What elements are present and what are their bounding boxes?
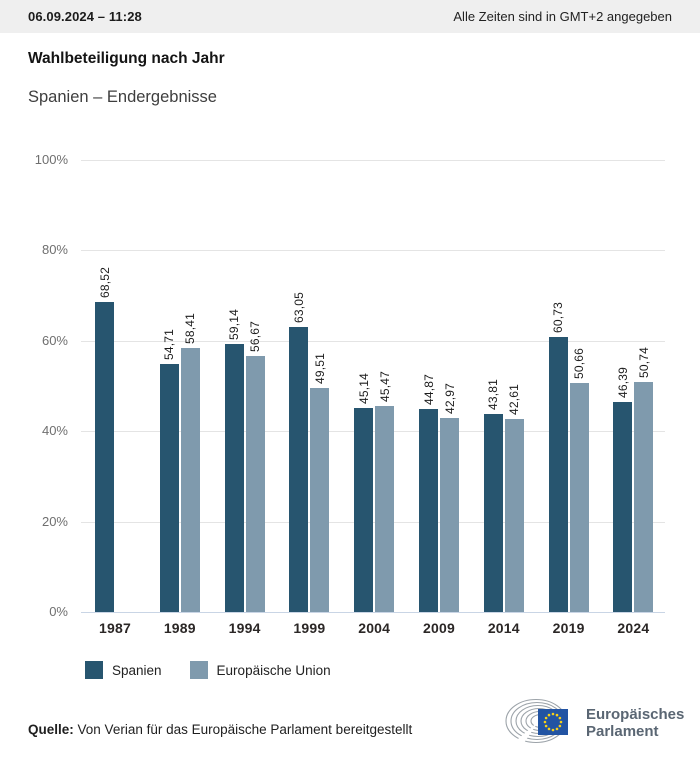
value-label-2009-0: 44,87 bbox=[421, 373, 436, 405]
value-label-1994-0: 59,14 bbox=[227, 309, 242, 341]
value-label-1989-0: 54,71 bbox=[162, 329, 177, 361]
y-axis-tick-20: 20% bbox=[41, 513, 68, 529]
value-label-1987-0: 68,52 bbox=[97, 266, 112, 298]
logo-text: Europäisches Parlament bbox=[586, 706, 684, 740]
y-axis-tick-80: 80% bbox=[41, 242, 68, 257]
value-label-2019-0: 60,73 bbox=[551, 302, 566, 334]
chart-legend: Spanien Europäische Union bbox=[85, 661, 331, 679]
value-label-1989-1: 58,41 bbox=[183, 312, 198, 344]
bar-spanien-2009[interactable] bbox=[419, 408, 438, 612]
gridline-0 bbox=[81, 612, 665, 613]
source-note: Quelle: Von Verian für das Europäische P… bbox=[28, 722, 412, 737]
bar-spanien-2004[interactable] bbox=[354, 407, 374, 612]
hemicycle-gap bbox=[505, 721, 539, 750]
value-label-2004-0: 45,14 bbox=[356, 372, 371, 404]
legend-label-spanien: Spanien bbox=[112, 662, 162, 678]
legend-label-eu: Europäische Union bbox=[216, 662, 331, 678]
value-label-2024-1: 50,74 bbox=[636, 347, 651, 379]
value-label-2019-1: 50,66 bbox=[572, 347, 587, 379]
gridline-80 bbox=[81, 250, 665, 251]
timezone-note: Alle Zeiten sind in GMT+2 angegeben bbox=[453, 9, 672, 24]
parliament-hemicycle-icon bbox=[505, 698, 568, 750]
x-axis-label-1987: 1987 bbox=[99, 620, 131, 636]
value-label-1999-0: 63,05 bbox=[291, 291, 306, 323]
bar-europ-ische-union-1989[interactable] bbox=[180, 347, 200, 612]
gridline-60 bbox=[81, 340, 665, 342]
bar-spanien-1994[interactable] bbox=[224, 344, 244, 612]
european-parliament-logo: Europäisches Parlament bbox=[505, 696, 684, 750]
value-label-2014-0: 43,81 bbox=[486, 378, 501, 410]
bar-europ-ische-union-2024[interactable] bbox=[634, 382, 654, 612]
logo-text-line2: Parlament bbox=[586, 723, 659, 740]
legend-item-spanien[interactable]: Spanien bbox=[85, 661, 162, 679]
x-axis-label-2014: 2014 bbox=[487, 620, 520, 636]
page-title: Wahlbeteiligung nach Jahr bbox=[28, 50, 225, 67]
eu-stars bbox=[543, 712, 563, 732]
gridline-100 bbox=[81, 159, 665, 161]
datetime-label: 06.09.2024 – 11:28 bbox=[28, 9, 142, 24]
x-axis-label-1989: 1989 bbox=[163, 620, 196, 636]
bar-spanien-2024[interactable] bbox=[613, 402, 633, 612]
bar-europ-ische-union-1999[interactable] bbox=[310, 387, 330, 612]
x-axis-label-2019: 2019 bbox=[552, 620, 585, 636]
bar-europ-ische-union-2004[interactable] bbox=[375, 406, 395, 612]
bar-spanien-2014[interactable] bbox=[483, 413, 503, 612]
source-label: Quelle: bbox=[28, 722, 74, 737]
value-label-2024-0: 46,39 bbox=[615, 367, 630, 399]
source-text: Von Verian für das Europäische Parlament… bbox=[77, 722, 413, 737]
y-axis-tick-40: 40% bbox=[41, 423, 68, 438]
x-axis-label-1999: 1999 bbox=[293, 620, 326, 636]
legend-item-eu[interactable]: Europäische Union bbox=[189, 661, 331, 679]
x-axis-label-2024: 2024 bbox=[617, 620, 650, 636]
value-label-2009-1: 42,97 bbox=[442, 382, 457, 414]
bar-spanien-2019[interactable] bbox=[548, 337, 568, 612]
value-label-2004-1: 45,47 bbox=[377, 371, 392, 403]
bar-spanien-1989[interactable] bbox=[159, 364, 179, 612]
legend-swatch-spanien bbox=[85, 661, 103, 679]
bar-spanien-1987[interactable] bbox=[95, 301, 114, 612]
value-label-1994-1: 56,67 bbox=[248, 320, 263, 352]
x-axis-label-2004: 2004 bbox=[358, 620, 391, 636]
y-axis-tick-60: 60% bbox=[41, 332, 68, 348]
bar-europ-ische-union-1994[interactable] bbox=[245, 355, 265, 612]
value-label-1999-1: 49,51 bbox=[312, 352, 327, 384]
y-axis-tick-0: 0% bbox=[49, 604, 68, 619]
bar-europ-ische-union-2014[interactable] bbox=[504, 419, 524, 612]
x-axis-label-1994: 1994 bbox=[228, 620, 261, 636]
x-axis-label-2009: 2009 bbox=[423, 620, 455, 636]
page-subtitle: Spanien – Endergebnisse bbox=[28, 88, 217, 106]
bar-europ-ische-union-2009[interactable] bbox=[440, 417, 459, 612]
top-bar: 06.09.2024 – 11:28 Alle Zeiten sind in G… bbox=[0, 0, 700, 33]
value-label-2014-1: 42,61 bbox=[507, 384, 522, 416]
legend-swatch-eu bbox=[189, 661, 208, 679]
bar-spanien-1999[interactable] bbox=[289, 326, 309, 612]
bar-europ-ische-union-2019[interactable] bbox=[569, 382, 589, 612]
logo-text-line1: Europäisches bbox=[586, 706, 685, 723]
bar-chart: 0% 20% 40% 60% 80% 100% 68,52 1987 54,71 58,41 198… bbox=[34, 151, 665, 636]
y-axis-tick-100: 100% bbox=[34, 151, 68, 167]
